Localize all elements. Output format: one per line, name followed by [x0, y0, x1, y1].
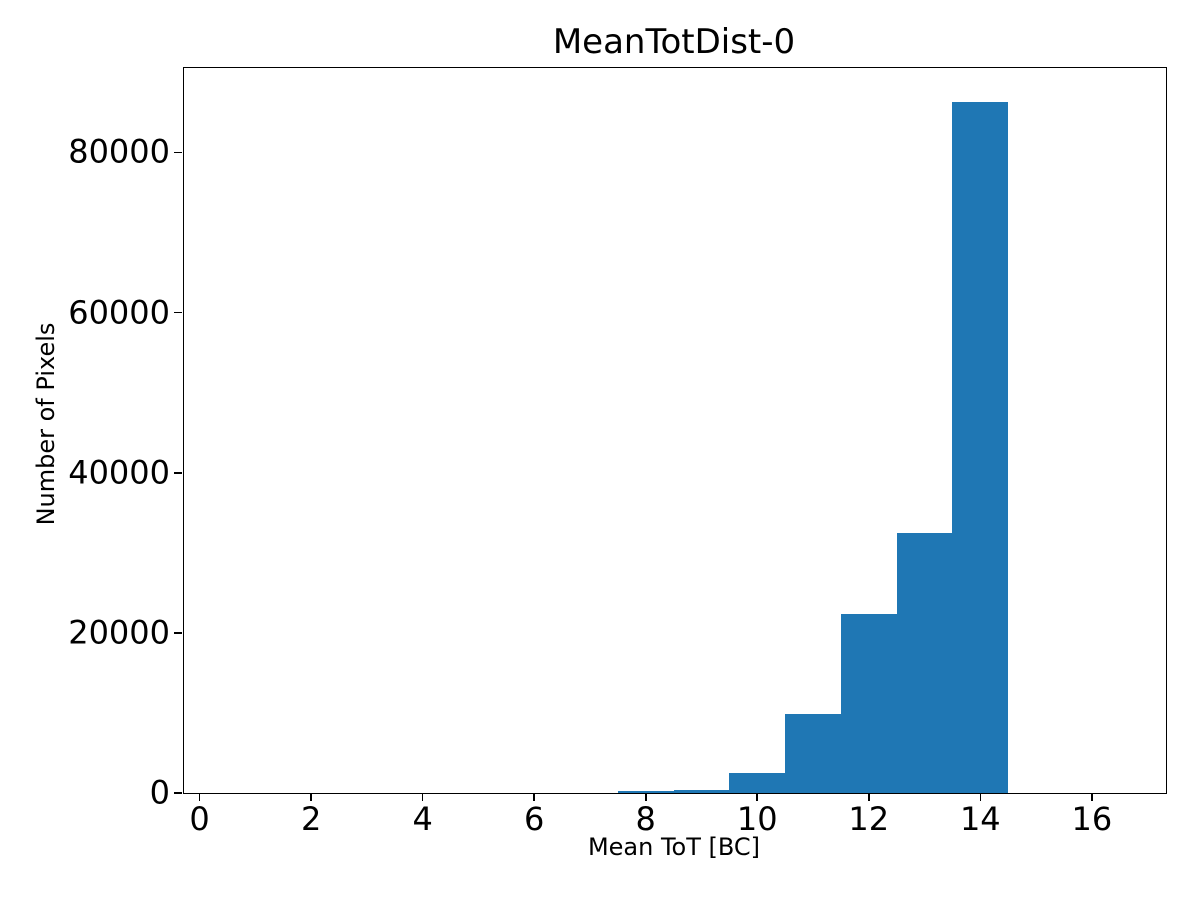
- x-tick-label: 6: [524, 800, 545, 838]
- x-tick-label: 4: [412, 800, 433, 838]
- histogram-bar: [673, 789, 730, 793]
- y-axis-label: Number of Pixels: [32, 322, 61, 526]
- y-tick-label: 60000: [68, 293, 170, 331]
- histogram-bar: [840, 613, 897, 793]
- x-tick-label: 14: [959, 800, 1001, 838]
- x-tick-label: 2: [300, 800, 322, 838]
- histogram-bar: [952, 102, 1009, 793]
- x-tick-mark: [310, 793, 312, 801]
- y-tick-label: 20000: [68, 613, 170, 652]
- y-tick-label: 80000: [68, 132, 170, 171]
- x-tick-mark: [979, 793, 982, 801]
- x-tick-mark: [421, 793, 424, 801]
- plot-area: 0 2 4 6 8 10 12 14 16 0 20000 40000 60000 80000: [68, 67, 1167, 837]
- x-tick-mark: [644, 793, 647, 801]
- histogram-bar: [729, 772, 786, 793]
- y-tick-mark: [174, 311, 183, 314]
- x-tick-label: 10: [736, 800, 778, 838]
- x-tick-label: 16: [1071, 800, 1113, 838]
- y-tick-mark: [174, 471, 183, 474]
- histogram-bar: [617, 791, 674, 793]
- x-tick-mark: [198, 793, 201, 801]
- x-tick-label: 12: [848, 800, 890, 838]
- y-tick-label: 0: [149, 773, 170, 812]
- y-tick-label: 40000: [68, 453, 170, 492]
- chart-title: MeanTotDist-0: [552, 22, 796, 62]
- x-tick-mark: [1091, 793, 1093, 801]
- y-tick-mark: [174, 792, 183, 794]
- x-tick-label: 8: [635, 800, 656, 838]
- x-axis-label: Mean ToT [BC]: [587, 833, 761, 861]
- x-tick-label: 0: [189, 800, 210, 838]
- y-tick-mark: [174, 632, 183, 634]
- x-tick-mark: [533, 793, 535, 801]
- histogram-bar: [785, 713, 841, 793]
- histogram-bar: [896, 532, 953, 793]
- x-tick-mark: [867, 793, 870, 801]
- x-tick-mark: [756, 793, 759, 801]
- y-tick-mark: [174, 151, 183, 154]
